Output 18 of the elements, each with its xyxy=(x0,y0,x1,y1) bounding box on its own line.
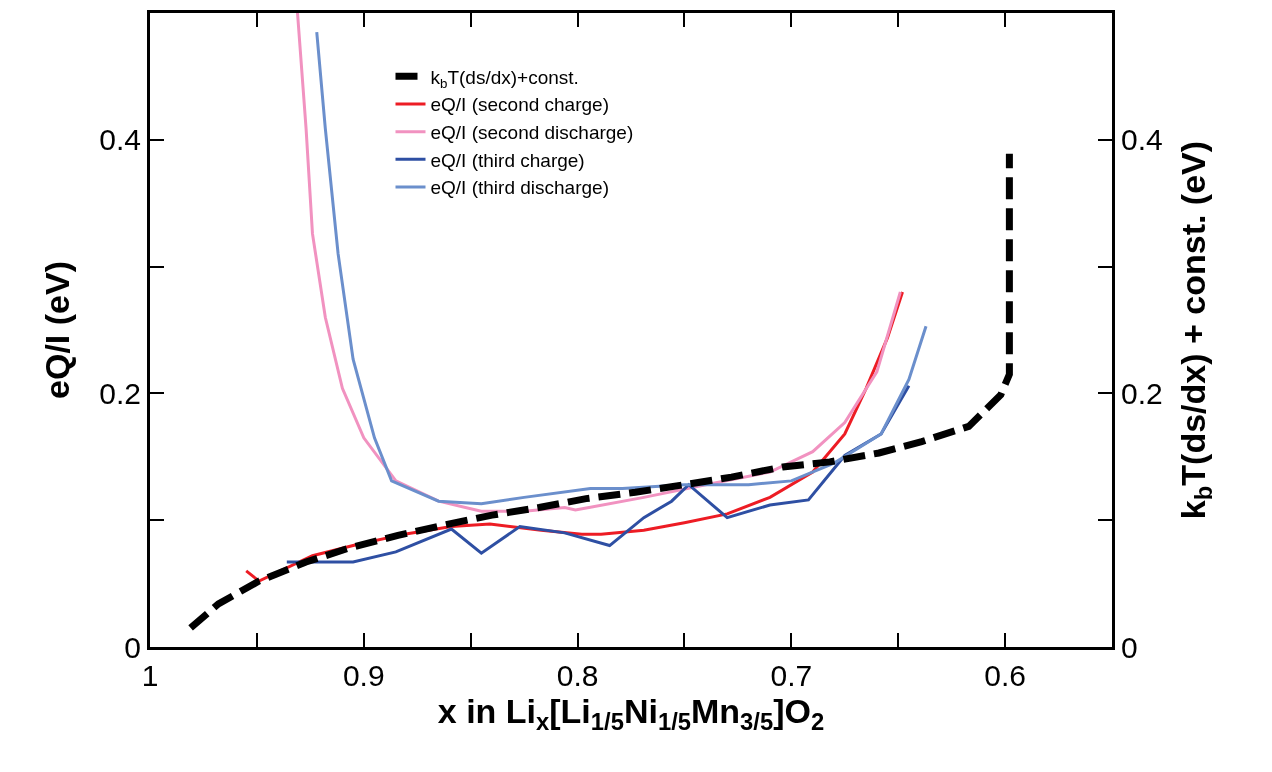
y-tick-label: 0.4 xyxy=(99,123,141,157)
legend-label: eQ/I (second charge) xyxy=(430,94,609,116)
text: x in Li$_{x}$[Li$_{1/5}$Ni$_{1/5}$Mn$_{3/5}$]O$_{2}$ xyxy=(437,692,825,736)
x-tick-label: 0.8 xyxy=(556,659,599,692)
x-tick-label: 0.7 xyxy=(770,659,813,692)
x-tick-label: 0.9 xyxy=(342,659,385,692)
y2-tick-label: 0 xyxy=(1121,630,1138,664)
legend-label: eQ/I (second discharge) xyxy=(430,122,634,144)
x-tick-label: 0.6 xyxy=(984,659,1026,692)
legend-label: eQ/I (third discharge) xyxy=(430,177,609,199)
y2-tick-label: 0.2 xyxy=(1121,376,1163,410)
legend-label: eQ/I (third charge) xyxy=(430,149,585,171)
x-tick-label: 1 xyxy=(141,659,159,692)
y-axis-title: eQ/I (eV) xyxy=(37,261,76,399)
y-tick-label: 0.2 xyxy=(99,376,141,410)
y2-tick-label: 0.4 xyxy=(1121,123,1163,157)
legend-label: k$_{b}$T(ds/dx)+const. xyxy=(430,66,579,91)
y-tick-label: 0 xyxy=(124,630,141,664)
